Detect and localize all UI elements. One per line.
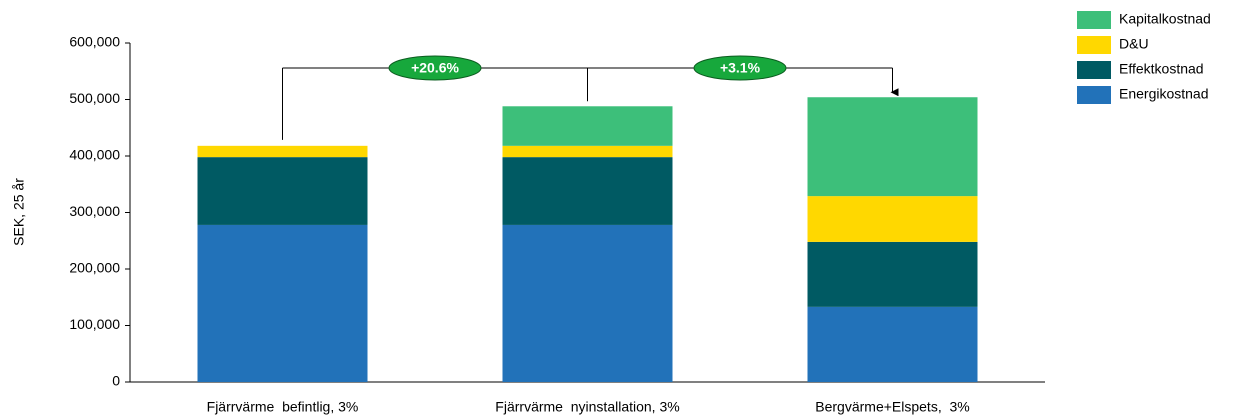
y-tick-label: 100,000	[69, 316, 120, 332]
y-tick-label: 600,000	[69, 34, 120, 50]
y-tick-label: 500,000	[69, 90, 120, 106]
y-tick-label: 200,000	[69, 260, 120, 276]
bar-segment	[502, 106, 673, 146]
legend-label: Energikostnad	[1119, 86, 1209, 102]
legend-swatch	[1077, 86, 1111, 104]
legend-label: Kapitalkostnad	[1119, 11, 1211, 27]
annotation-badge	[693, 55, 787, 81]
legend-swatch	[1077, 11, 1111, 29]
y-axis-label: SEK, 25 år	[11, 178, 27, 246]
bar-segment	[197, 157, 368, 225]
x-tick-label: Bergvärme+Elspets, 3%	[815, 399, 969, 415]
bar-segment	[502, 157, 673, 225]
legend-swatch	[1077, 61, 1111, 79]
y-tick-label: 300,000	[69, 203, 120, 219]
annotation-badge	[388, 55, 482, 81]
legend-swatch	[1077, 36, 1111, 54]
bar-segment	[197, 224, 368, 382]
y-tick-label: 0	[112, 373, 120, 389]
x-tick-label: Fjärrvärme nyinstallation, 3%	[495, 399, 679, 415]
bar-segment	[502, 145, 673, 158]
y-tick-label: 400,000	[69, 147, 120, 163]
bar-segment	[502, 224, 673, 382]
annotation: +3.1%	[720, 60, 761, 76]
x-tick-label: Fjärrvärme befintlig, 3%	[207, 399, 359, 415]
bar-segment	[807, 306, 978, 382]
bar-segment	[807, 97, 978, 197]
bar-segment	[807, 196, 978, 242]
bar-segment	[807, 241, 978, 307]
bar-segment	[197, 145, 368, 158]
legend-label: Effektkostnad	[1119, 61, 1204, 77]
annotation: +20.6%	[411, 60, 459, 76]
legend-label: D&U	[1119, 36, 1149, 52]
